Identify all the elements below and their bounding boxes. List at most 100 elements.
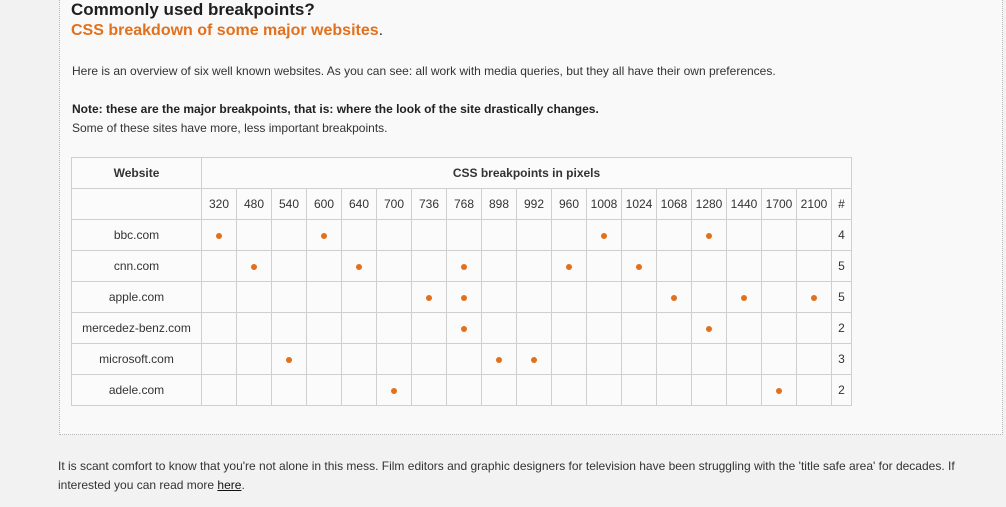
breakpoint-header-cell: 600: [306, 188, 342, 220]
breakpoint-header-cell: 700: [376, 188, 412, 220]
breakpoint-cell: [726, 219, 762, 251]
breakpoint-cell: [306, 250, 342, 282]
count-column-header: #: [831, 188, 852, 220]
breakpoint-cell: [306, 219, 342, 251]
table-row: mercedez-benz.com 2: [71, 312, 852, 344]
website-cell: adele.com: [71, 374, 202, 406]
breakpoint-header-cell: 640: [341, 188, 377, 220]
breakpoint-cell: [726, 343, 762, 375]
breakpoint-cell: [481, 312, 517, 344]
breakpoint-dot-icon: [391, 388, 397, 394]
breakpoint-cell: [726, 281, 762, 313]
table-row: cnn.com 5: [71, 250, 852, 282]
breakpoint-dot-icon: [636, 264, 642, 270]
breakpoint-cell: [656, 219, 692, 251]
breakpoint-header-cell: 736: [411, 188, 447, 220]
breakpoint-cell: [411, 281, 447, 313]
breakpoint-cell: [376, 374, 412, 406]
breakpoint-dot-icon: [811, 295, 817, 301]
breakpoint-cell: [341, 312, 377, 344]
breakpoint-cell: [306, 281, 342, 313]
intro-paragraph: Here is an overview of six well known we…: [72, 64, 776, 78]
breakpoint-cell: [656, 250, 692, 282]
breakpoint-cell: [271, 250, 307, 282]
breakpoint-cell: [341, 343, 377, 375]
website-cell: microsoft.com: [71, 343, 202, 375]
breakpoint-cell: [446, 250, 482, 282]
note-bold: Note: these are the major breakpoints, t…: [72, 102, 599, 116]
breakpoint-cell: [516, 312, 552, 344]
breakpoint-dot-icon: [671, 295, 677, 301]
breakpoint-cell: [691, 343, 727, 375]
breakpoint-dot-icon: [706, 326, 712, 332]
breakpoint-cell: [236, 374, 272, 406]
breakpoint-cell: [201, 312, 237, 344]
breakpoint-dot-icon: [601, 233, 607, 239]
breakpoint-header-cell: 2100: [796, 188, 832, 220]
breakpoint-cell: [691, 219, 727, 251]
breakpoint-cell: [236, 281, 272, 313]
breakpoint-cell: [446, 343, 482, 375]
breakpoint-cell: [236, 250, 272, 282]
breakpoint-cell: [516, 343, 552, 375]
breakpoint-cell: [446, 219, 482, 251]
breakpoint-cell: [481, 250, 517, 282]
breakpoint-cell: [341, 374, 377, 406]
breakpoint-header-cell: 480: [236, 188, 272, 220]
table-row: adele.com 2: [71, 374, 852, 406]
breakpoint-dot-icon: [496, 357, 502, 363]
breakpoint-cell: [271, 374, 307, 406]
count-cell: 2: [831, 374, 852, 406]
breakpoint-cell: [481, 343, 517, 375]
note-plain: Some of these sites have more, less impo…: [72, 121, 388, 135]
breakpoint-cell: [446, 374, 482, 406]
breakpoint-cell: [411, 312, 447, 344]
breakpoint-cell: [761, 250, 797, 282]
breakpoint-cell: [551, 281, 587, 313]
breakpoint-header-cell: 1440: [726, 188, 762, 220]
website-cell: mercedez-benz.com: [71, 312, 202, 344]
breakpoint-cell: [271, 281, 307, 313]
breakpoint-cell: [551, 250, 587, 282]
breakpoint-cell: [761, 312, 797, 344]
read-more-link[interactable]: here: [217, 478, 242, 492]
breakpoint-cell: [376, 250, 412, 282]
breakpoint-cell: [761, 374, 797, 406]
breakpoint-dot-icon: [706, 233, 712, 239]
breakpoint-cell: [411, 343, 447, 375]
breakpoint-cell: [796, 250, 832, 282]
breakpoint-cell: [376, 219, 412, 251]
breakpoint-cell: [446, 281, 482, 313]
breakpoint-header-cell: 540: [271, 188, 307, 220]
breakpoint-dot-icon: [566, 264, 572, 270]
breakpoint-dot-icon: [531, 357, 537, 363]
breakpoint-dot-icon: [461, 326, 467, 332]
breakpoint-cell: [656, 312, 692, 344]
breakpoint-cell: [726, 312, 762, 344]
breakpoint-cell: [621, 250, 657, 282]
website-cell: bbc.com: [71, 219, 202, 251]
footer-paragraph: It is scant comfort to know that you're …: [58, 457, 978, 495]
breakpoint-header-cell: 992: [516, 188, 552, 220]
breakpoint-cell: [341, 219, 377, 251]
count-cell: 5: [831, 250, 852, 282]
breakpoint-cell: [481, 374, 517, 406]
breakpoint-header-cell: 898: [481, 188, 517, 220]
breakpoint-header-cell: 1024: [621, 188, 657, 220]
breakpoint-cell: [656, 374, 692, 406]
breakpoint-header-cell: 768: [446, 188, 482, 220]
breakpoint-header-cell: 320: [201, 188, 237, 220]
table-body: bbc.com 4 cnn.com 5 apple.com 5 mercedez-benz.…: [71, 219, 852, 406]
breakpoint-cell: [271, 343, 307, 375]
breakpoint-dot-icon: [321, 233, 327, 239]
breakpoint-cell: [691, 374, 727, 406]
breakpoint-cell: [726, 374, 762, 406]
breakpoint-header-cell: 1280: [691, 188, 727, 220]
breakpoint-cell: [201, 219, 237, 251]
breakpoint-cell: [796, 219, 832, 251]
breakpoint-cell: [306, 312, 342, 344]
breakpoints-column-header: CSS breakpoints in pixels: [201, 157, 852, 189]
breakpoint-dot-icon: [286, 357, 292, 363]
breakpoint-cell: [306, 343, 342, 375]
breakpoint-cell: [586, 343, 622, 375]
